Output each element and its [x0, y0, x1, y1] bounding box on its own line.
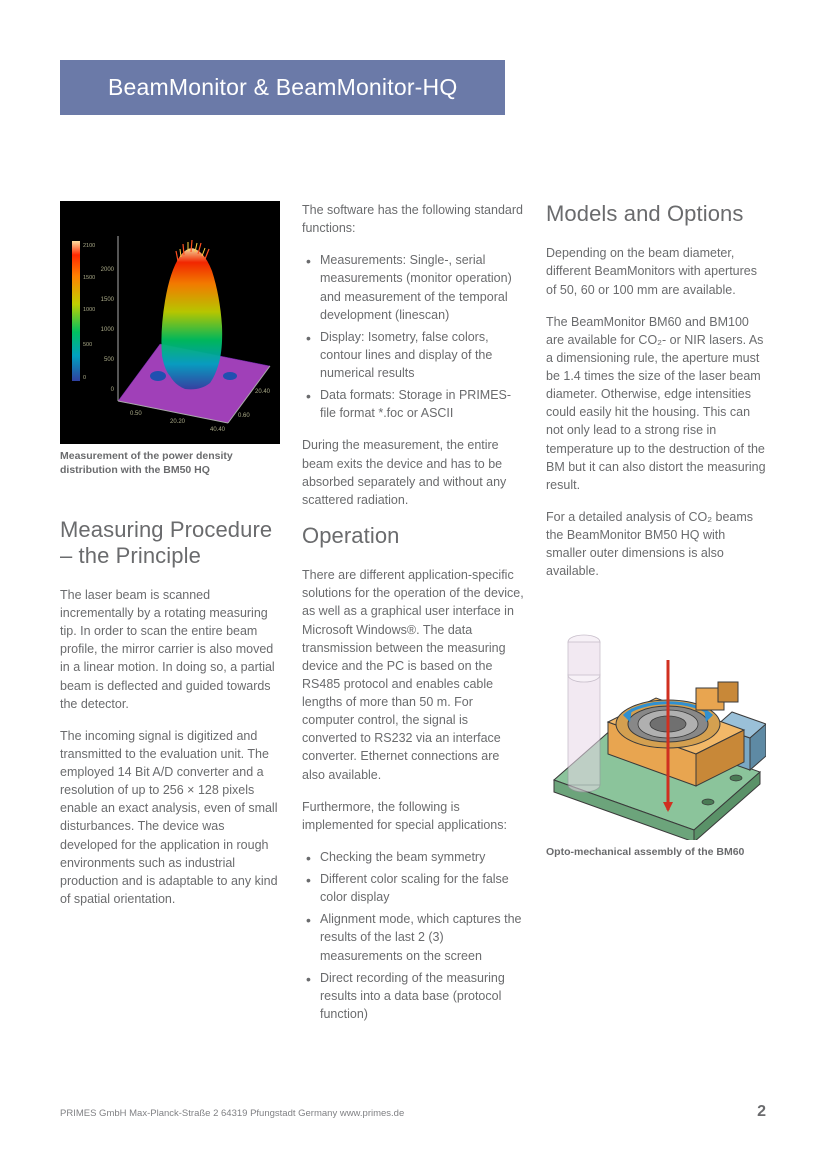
content-columns: 0 500 1000 1500 2000	[60, 201, 766, 1037]
assembly-figure	[546, 630, 766, 840]
list-item: Measurements: Single-, serial measuremen…	[302, 251, 524, 324]
svg-text:1000: 1000	[83, 307, 95, 313]
heading-measuring: Measuring Proce­dure – the Principle	[60, 517, 280, 568]
col2-list2: Checking the beam symmetry Different col…	[302, 848, 524, 1023]
col3-p3: For a detailed analysis of CO₂ beams the…	[546, 508, 768, 581]
list-item: Data formats: Storage in PRIMES- file fo…	[302, 386, 524, 422]
col1-p2: The incoming signal is digitized and tra…	[60, 727, 280, 908]
footer-text: PRIMES GmbH Max-Planck-Straße 2 64319 Pf…	[60, 1108, 404, 1119]
column-3: Models and Options Depending on the beam…	[546, 201, 768, 1037]
col3-p2: The BeamMonitor BM60 and BM100 are avail…	[546, 313, 768, 494]
svg-text:0.50: 0.50	[130, 411, 142, 417]
svg-text:1500: 1500	[83, 275, 95, 281]
list-item: Direct recording of the measuring result…	[302, 969, 524, 1023]
svg-text:500: 500	[104, 357, 115, 363]
column-1: 0 500 1000 1500 2000	[60, 201, 280, 1037]
heading-operation: Operation	[302, 523, 524, 548]
fig2-caption: Opto-mechanical assembly of the BM60	[546, 846, 768, 860]
list-item: Display: Isometry, false colors, contour…	[302, 328, 524, 382]
svg-text:1500: 1500	[101, 297, 115, 303]
footer: PRIMES GmbH Max-Planck-Straße 2 64319 Pf…	[60, 1103, 766, 1121]
page-title: BeamMonitor & BeamMonitor-HQ	[108, 74, 457, 100]
list-item: Checking the beam symmetry	[302, 848, 524, 866]
svg-text:2000: 2000	[101, 267, 115, 273]
col2-list1: Measurements: Single-, serial measuremen…	[302, 251, 524, 422]
svg-text:0: 0	[83, 375, 86, 381]
svg-text:20.20: 20.20	[170, 419, 186, 425]
column-2: The software has the following standard …	[302, 201, 524, 1037]
col1-p1: The laser beam is scanned incrementally …	[60, 586, 280, 713]
page-number: 2	[757, 1103, 766, 1121]
list-item: Different color scaling for the false co…	[302, 870, 524, 906]
svg-text:20.40: 20.40	[255, 389, 271, 395]
list-item: Alignment mode, which captures the resul…	[302, 910, 524, 964]
col2-p3: There are different application-specific…	[302, 566, 524, 784]
svg-text:40.40: 40.40	[210, 427, 226, 433]
page-title-bar: BeamMonitor & BeamMonitor-HQ	[60, 60, 505, 115]
svg-text:500: 500	[83, 342, 92, 348]
col2-p4: Furthermore, the following is implemente…	[302, 798, 524, 834]
svg-text:1000: 1000	[101, 327, 115, 333]
power-density-figure: 0 500 1000 1500 2000	[60, 201, 280, 444]
svg-text:2100: 2100	[83, 243, 95, 249]
col2-p2: During the measurement, the entire beam …	[302, 436, 524, 509]
fig1-caption: Measurement of the power density distrib…	[60, 450, 280, 477]
col3-p1: Depending on the beam diameter, differen…	[546, 244, 768, 298]
svg-text:0.60: 0.60	[238, 413, 250, 419]
col2-p1: The software has the following standard …	[302, 201, 524, 237]
heading-models: Models and Options	[546, 201, 768, 226]
